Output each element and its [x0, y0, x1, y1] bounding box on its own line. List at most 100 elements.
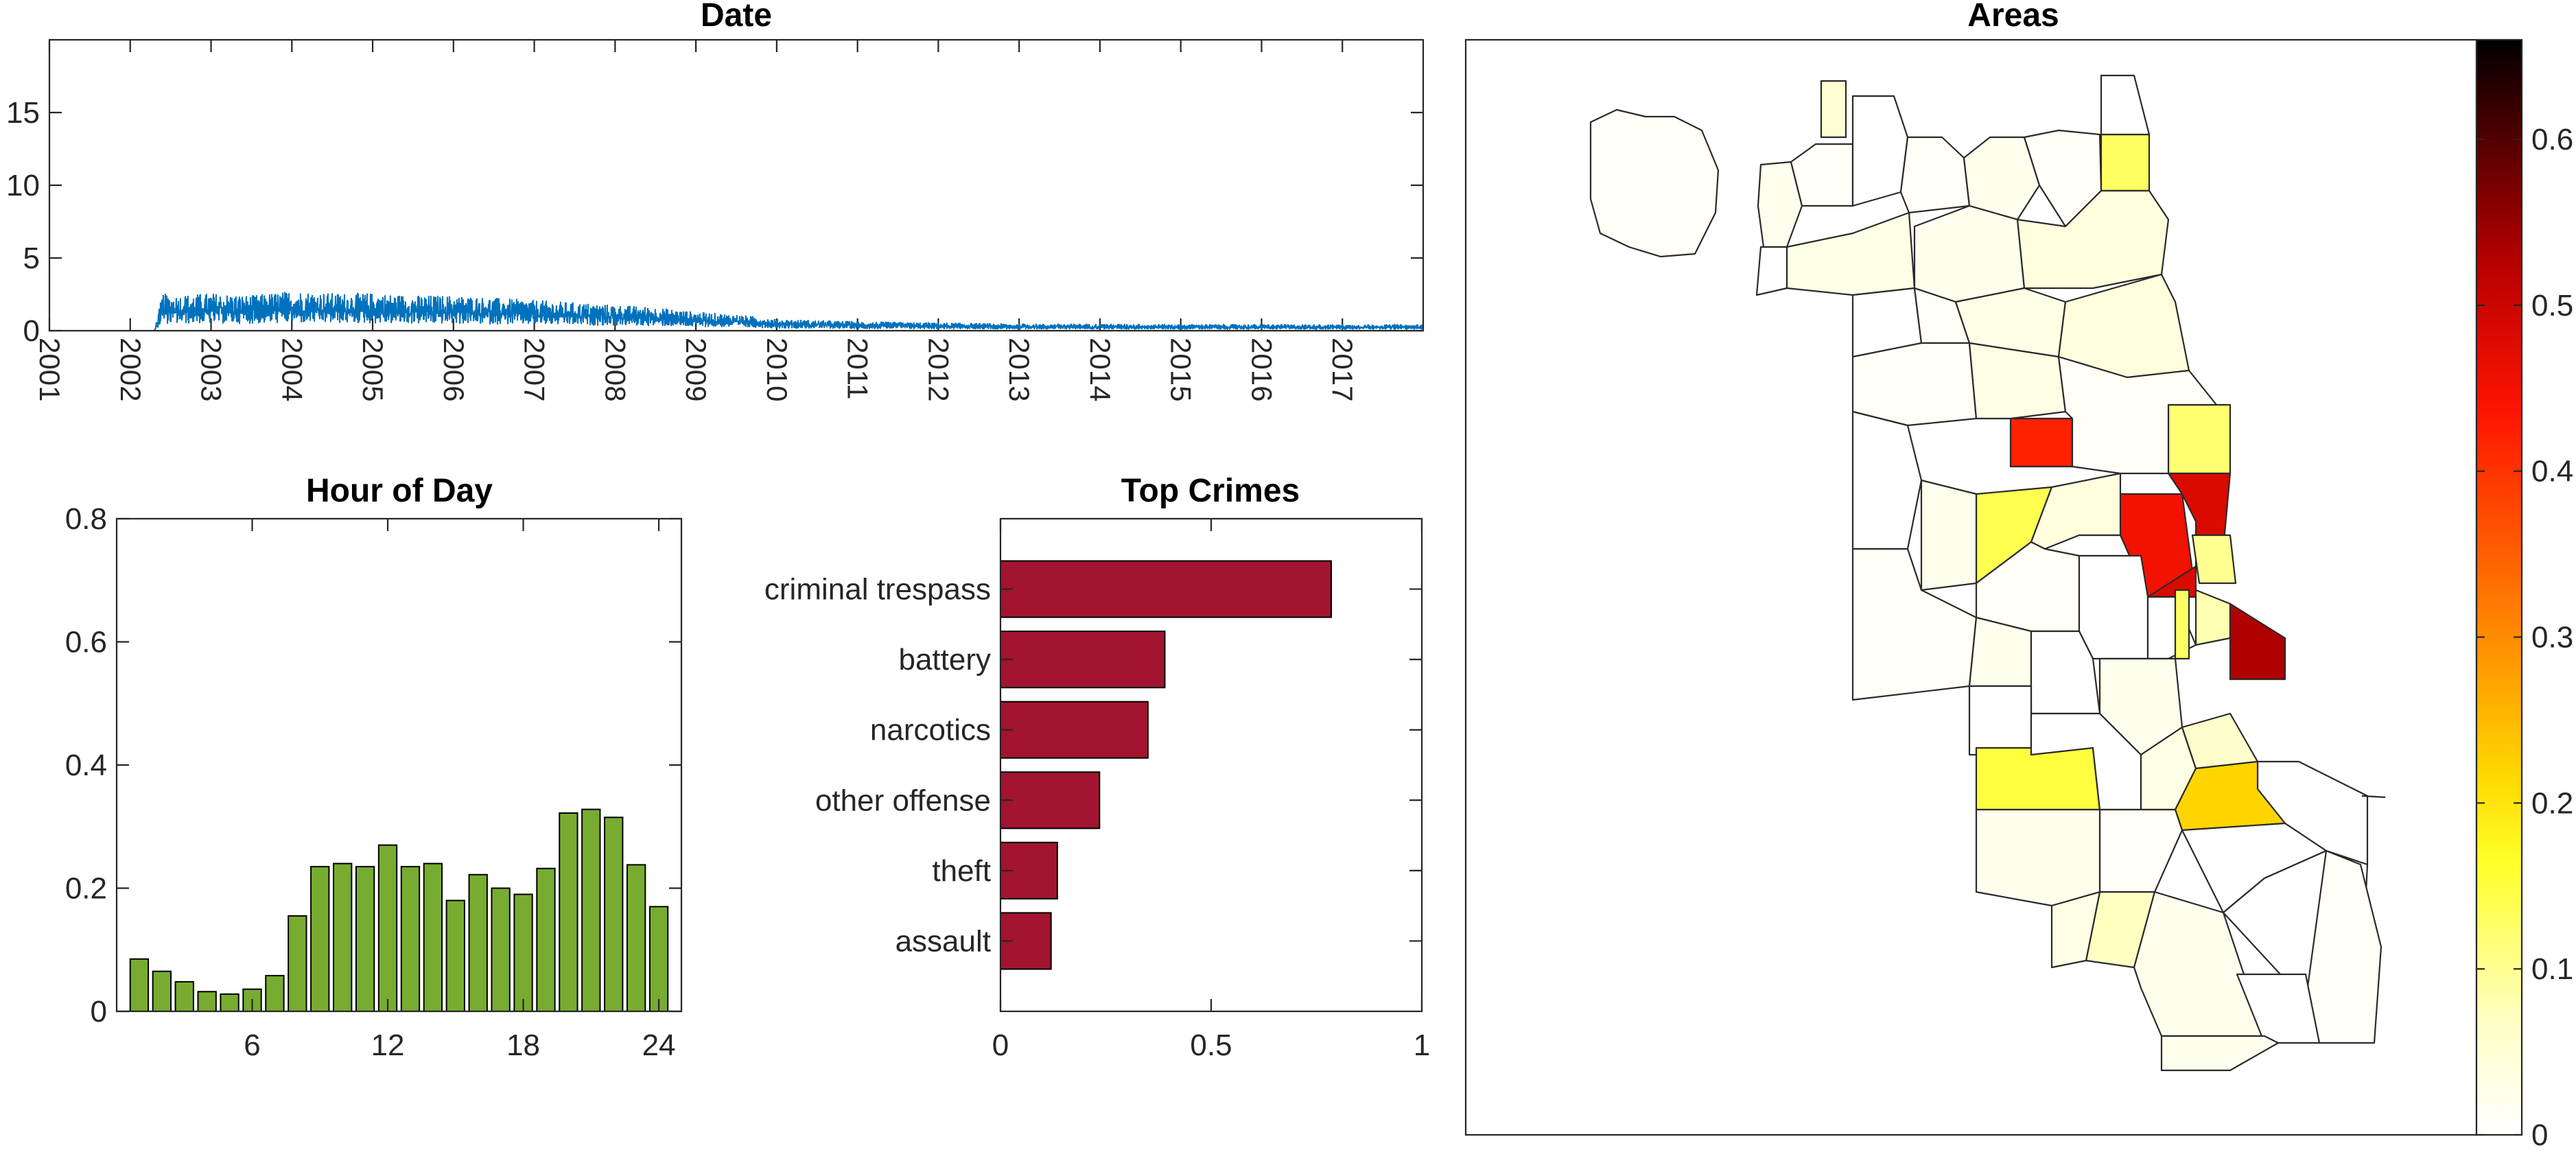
hour-xtick-label: 12 — [371, 1028, 405, 1062]
community-area — [2174, 589, 2190, 660]
colorbar-tick-label: 0.6 — [2531, 123, 2573, 156]
community-area — [2191, 534, 2237, 585]
colorbar-tick-label: 0.2 — [2531, 786, 2573, 820]
date-xtick-label: 2009 — [680, 338, 712, 401]
hour-ticks: 0 0.2 0.4 0.6 0.8 6 12 18 24 — [65, 502, 681, 1062]
hour-bar — [423, 862, 443, 1012]
date-panel: Date 0 5 10 15 2001 2002 2003 2004 2005 2006 2007 2… — [6, 0, 1425, 401]
crime-category-label: narcotics — [870, 714, 991, 747]
date-axes-box — [48, 38, 1425, 332]
hour-axes-box — [115, 517, 683, 1013]
crime-category-label: other offense — [815, 784, 991, 817]
crime-category-label: theft — [932, 854, 991, 888]
date-xtick-label: 2002 — [115, 338, 147, 401]
community-area — [1968, 685, 2033, 756]
hour-bar — [377, 844, 398, 1013]
community-area — [1913, 204, 2026, 303]
crime-bar — [1000, 701, 1149, 759]
date-xtick-label: 2013 — [1003, 338, 1035, 401]
colorbar-tick-label: 0.5 — [2531, 289, 2573, 322]
date-xtick-label: 2012 — [922, 338, 955, 401]
colorbar-tick-label: 0 — [2531, 1118, 2548, 1152]
community-area — [1968, 342, 2067, 420]
colorbar-tick-label: 0.3 — [2531, 621, 2573, 655]
crime-xtick-label: 0 — [992, 1028, 1009, 1062]
date-xtick-label: 2007 — [519, 338, 551, 401]
community-area — [2236, 973, 2321, 1044]
crime-xtick-label: 0.5 — [1190, 1028, 1232, 1062]
hour-bar — [129, 958, 150, 1013]
hour-bar — [355, 866, 375, 1013]
date-xtick-label: 2016 — [1245, 338, 1278, 401]
community-area — [2050, 891, 2101, 969]
hour-ytick-label: 0.2 — [65, 872, 107, 906]
crime-xtick-label: 1 — [1414, 1028, 1430, 1062]
hour-bar — [220, 993, 239, 1012]
hour-of-day-panel: Hour of Day 0 0.2 0.4 0.6 0.8 6 12 18 24 — [65, 473, 683, 1062]
community-area — [2194, 589, 2232, 646]
community-area — [2016, 189, 2170, 290]
shoreline-mark — [2361, 795, 2386, 799]
hour-ytick-label: 0.4 — [65, 749, 107, 782]
date-xtick-label: 2008 — [599, 338, 631, 401]
hour-bars — [129, 808, 669, 1013]
hour-ytick-label: 0 — [91, 995, 107, 1028]
colorbar-ticks: 0 0.1 0.2 0.3 0.4 0.5 0.6 — [2477, 123, 2573, 1152]
community-area — [1975, 747, 2101, 811]
community-area — [2181, 712, 2259, 770]
colorbar-tick-label: 0.4 — [2531, 455, 2573, 489]
date-ytick-label: 10 — [6, 169, 40, 202]
community-area — [2167, 403, 2232, 475]
date-xtick-label: 2006 — [438, 338, 470, 401]
community-area — [1785, 211, 1916, 296]
community-area — [2098, 808, 2183, 893]
date-xtick-label: 2004 — [276, 338, 308, 401]
areas-title: Areas — [1967, 0, 2059, 34]
date-xtick-label: 2003 — [196, 338, 228, 401]
hour-bar — [152, 970, 172, 1012]
hour-xtick-label: 24 — [642, 1028, 676, 1062]
chicago-community-areas-map — [1589, 74, 2386, 1072]
community-area — [2229, 602, 2286, 681]
date-ytick-label: 15 — [6, 96, 40, 130]
colorbar-tick-label: 0.1 — [2531, 952, 2573, 986]
hour-bar — [559, 812, 578, 1012]
hour-bar — [604, 816, 624, 1012]
date-title: Date — [701, 0, 772, 34]
date-series-line — [49, 292, 1424, 332]
community-area — [1851, 410, 1923, 550]
crime-bar — [1000, 631, 1166, 689]
date-ytick-label: 5 — [23, 242, 40, 275]
date-xtick-label: 2017 — [1326, 338, 1359, 401]
hour-bar — [648, 906, 669, 1013]
crime-category-label: criminal trespass — [764, 573, 991, 607]
hour-bar — [265, 974, 285, 1012]
community-area — [1851, 95, 1909, 207]
colorbar — [2475, 38, 2523, 1136]
hour-bar — [581, 808, 601, 1012]
hour-bar — [174, 980, 194, 1013]
hour-bar — [310, 866, 330, 1013]
hour-bar — [626, 864, 646, 1013]
date-ytick-label: 0 — [23, 314, 40, 348]
hour-xtick-label: 18 — [506, 1028, 540, 1062]
hour-bar — [400, 866, 421, 1013]
crimes-title: Top Crimes — [1121, 473, 1300, 509]
community-area — [1790, 143, 1854, 207]
community-area — [1975, 808, 2101, 907]
community-area — [1820, 80, 1847, 139]
hour-bar — [288, 915, 307, 1012]
community-area — [2030, 472, 2122, 550]
community-area — [1755, 246, 1788, 296]
community-area — [1589, 108, 1720, 258]
hour-bar — [491, 887, 511, 1012]
areas-panel: Areas 0 0.1 0.2 0.3 0.4 0.5 0.6 — [1464, 0, 2573, 1152]
hour-bar — [445, 900, 465, 1012]
hour-title: Hour of Day — [306, 473, 493, 509]
hour-ytick-label: 0.6 — [65, 626, 107, 659]
date-xtick-label: 2010 — [761, 338, 793, 401]
community-area — [1920, 479, 1978, 591]
crime-bar — [1000, 771, 1101, 830]
date-xtick-label: 2001 — [34, 338, 66, 401]
